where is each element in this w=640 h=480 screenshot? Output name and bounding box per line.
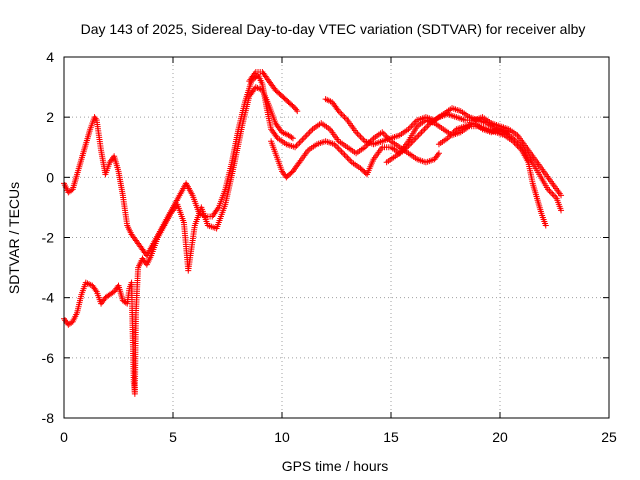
y-tick-label: 2 <box>46 109 54 125</box>
data-point <box>335 145 342 152</box>
data-point <box>417 130 424 137</box>
y-tick-label: 4 <box>46 49 54 65</box>
data-point <box>380 130 387 137</box>
data-point <box>293 142 300 149</box>
y-tick-label: 0 <box>46 169 54 185</box>
data-point <box>308 127 315 134</box>
data-point <box>347 157 354 164</box>
y-tick-label: -2 <box>42 230 55 246</box>
data-point <box>558 207 565 214</box>
data-point <box>296 139 303 146</box>
series-trace-a <box>61 72 442 259</box>
data-point <box>435 150 442 157</box>
data-point <box>542 222 549 229</box>
data-point <box>294 108 301 115</box>
x-tick-label: 25 <box>601 429 617 445</box>
data-point <box>511 136 518 143</box>
data-point <box>340 150 347 157</box>
data-point <box>337 147 344 154</box>
data-point <box>302 133 309 140</box>
data-point <box>422 124 429 131</box>
series-trace-g <box>435 120 512 148</box>
data-point <box>414 133 421 140</box>
data-point <box>345 156 352 163</box>
data-point <box>421 126 428 133</box>
x-tick-label: 15 <box>383 429 399 445</box>
data-point <box>342 115 349 122</box>
data-point <box>300 135 307 142</box>
data-point <box>288 134 295 141</box>
data-point <box>354 130 361 137</box>
data-point <box>297 138 304 145</box>
data-point <box>342 153 349 160</box>
data-point <box>406 141 413 148</box>
data-point <box>306 129 313 136</box>
y-tick-label: -4 <box>42 290 55 306</box>
x-tick-label: 10 <box>274 429 290 445</box>
data-point <box>289 135 296 142</box>
data-point <box>338 148 345 155</box>
data-point <box>357 133 364 140</box>
gridlines <box>64 57 609 418</box>
x-tick-label: 5 <box>169 429 177 445</box>
data-point <box>415 132 422 139</box>
series-trace-c <box>246 69 301 115</box>
y-axis-label: SDTVAR / TECUs <box>6 182 22 294</box>
x-tick-label: 0 <box>60 429 68 445</box>
data-point <box>340 112 347 119</box>
data-point <box>344 154 351 161</box>
data-point <box>299 136 306 143</box>
data-point <box>550 192 557 199</box>
data-point <box>412 135 419 142</box>
series-trace-e <box>322 96 565 214</box>
x-axis-label: GPS time / hours <box>282 458 389 474</box>
data-point <box>418 129 425 136</box>
series-trace-b <box>61 84 296 397</box>
y-tick-label: -8 <box>42 410 55 426</box>
data-point <box>109 289 116 296</box>
data-point <box>303 132 310 139</box>
chart-title: Day 143 of 2025, Sidereal Day-to-day VTE… <box>81 21 586 37</box>
data-point <box>549 190 556 197</box>
axis-ticks: 0 5 10 15 20 25 -8 -6 -4 -2 0 2 4 <box>42 49 617 445</box>
data-point <box>409 121 416 128</box>
y-tick-label: -6 <box>42 350 55 366</box>
data-point <box>505 129 512 136</box>
x-tick-label: 20 <box>492 429 508 445</box>
data-point <box>305 130 312 137</box>
data-marks <box>61 69 565 397</box>
data-point <box>358 135 365 142</box>
data-point <box>341 114 348 121</box>
data-point <box>341 151 348 158</box>
data-point <box>547 189 554 196</box>
data-point <box>338 111 345 118</box>
data-point <box>356 132 363 139</box>
data-point <box>558 192 565 199</box>
data-point <box>419 127 426 134</box>
data-point <box>334 144 341 151</box>
